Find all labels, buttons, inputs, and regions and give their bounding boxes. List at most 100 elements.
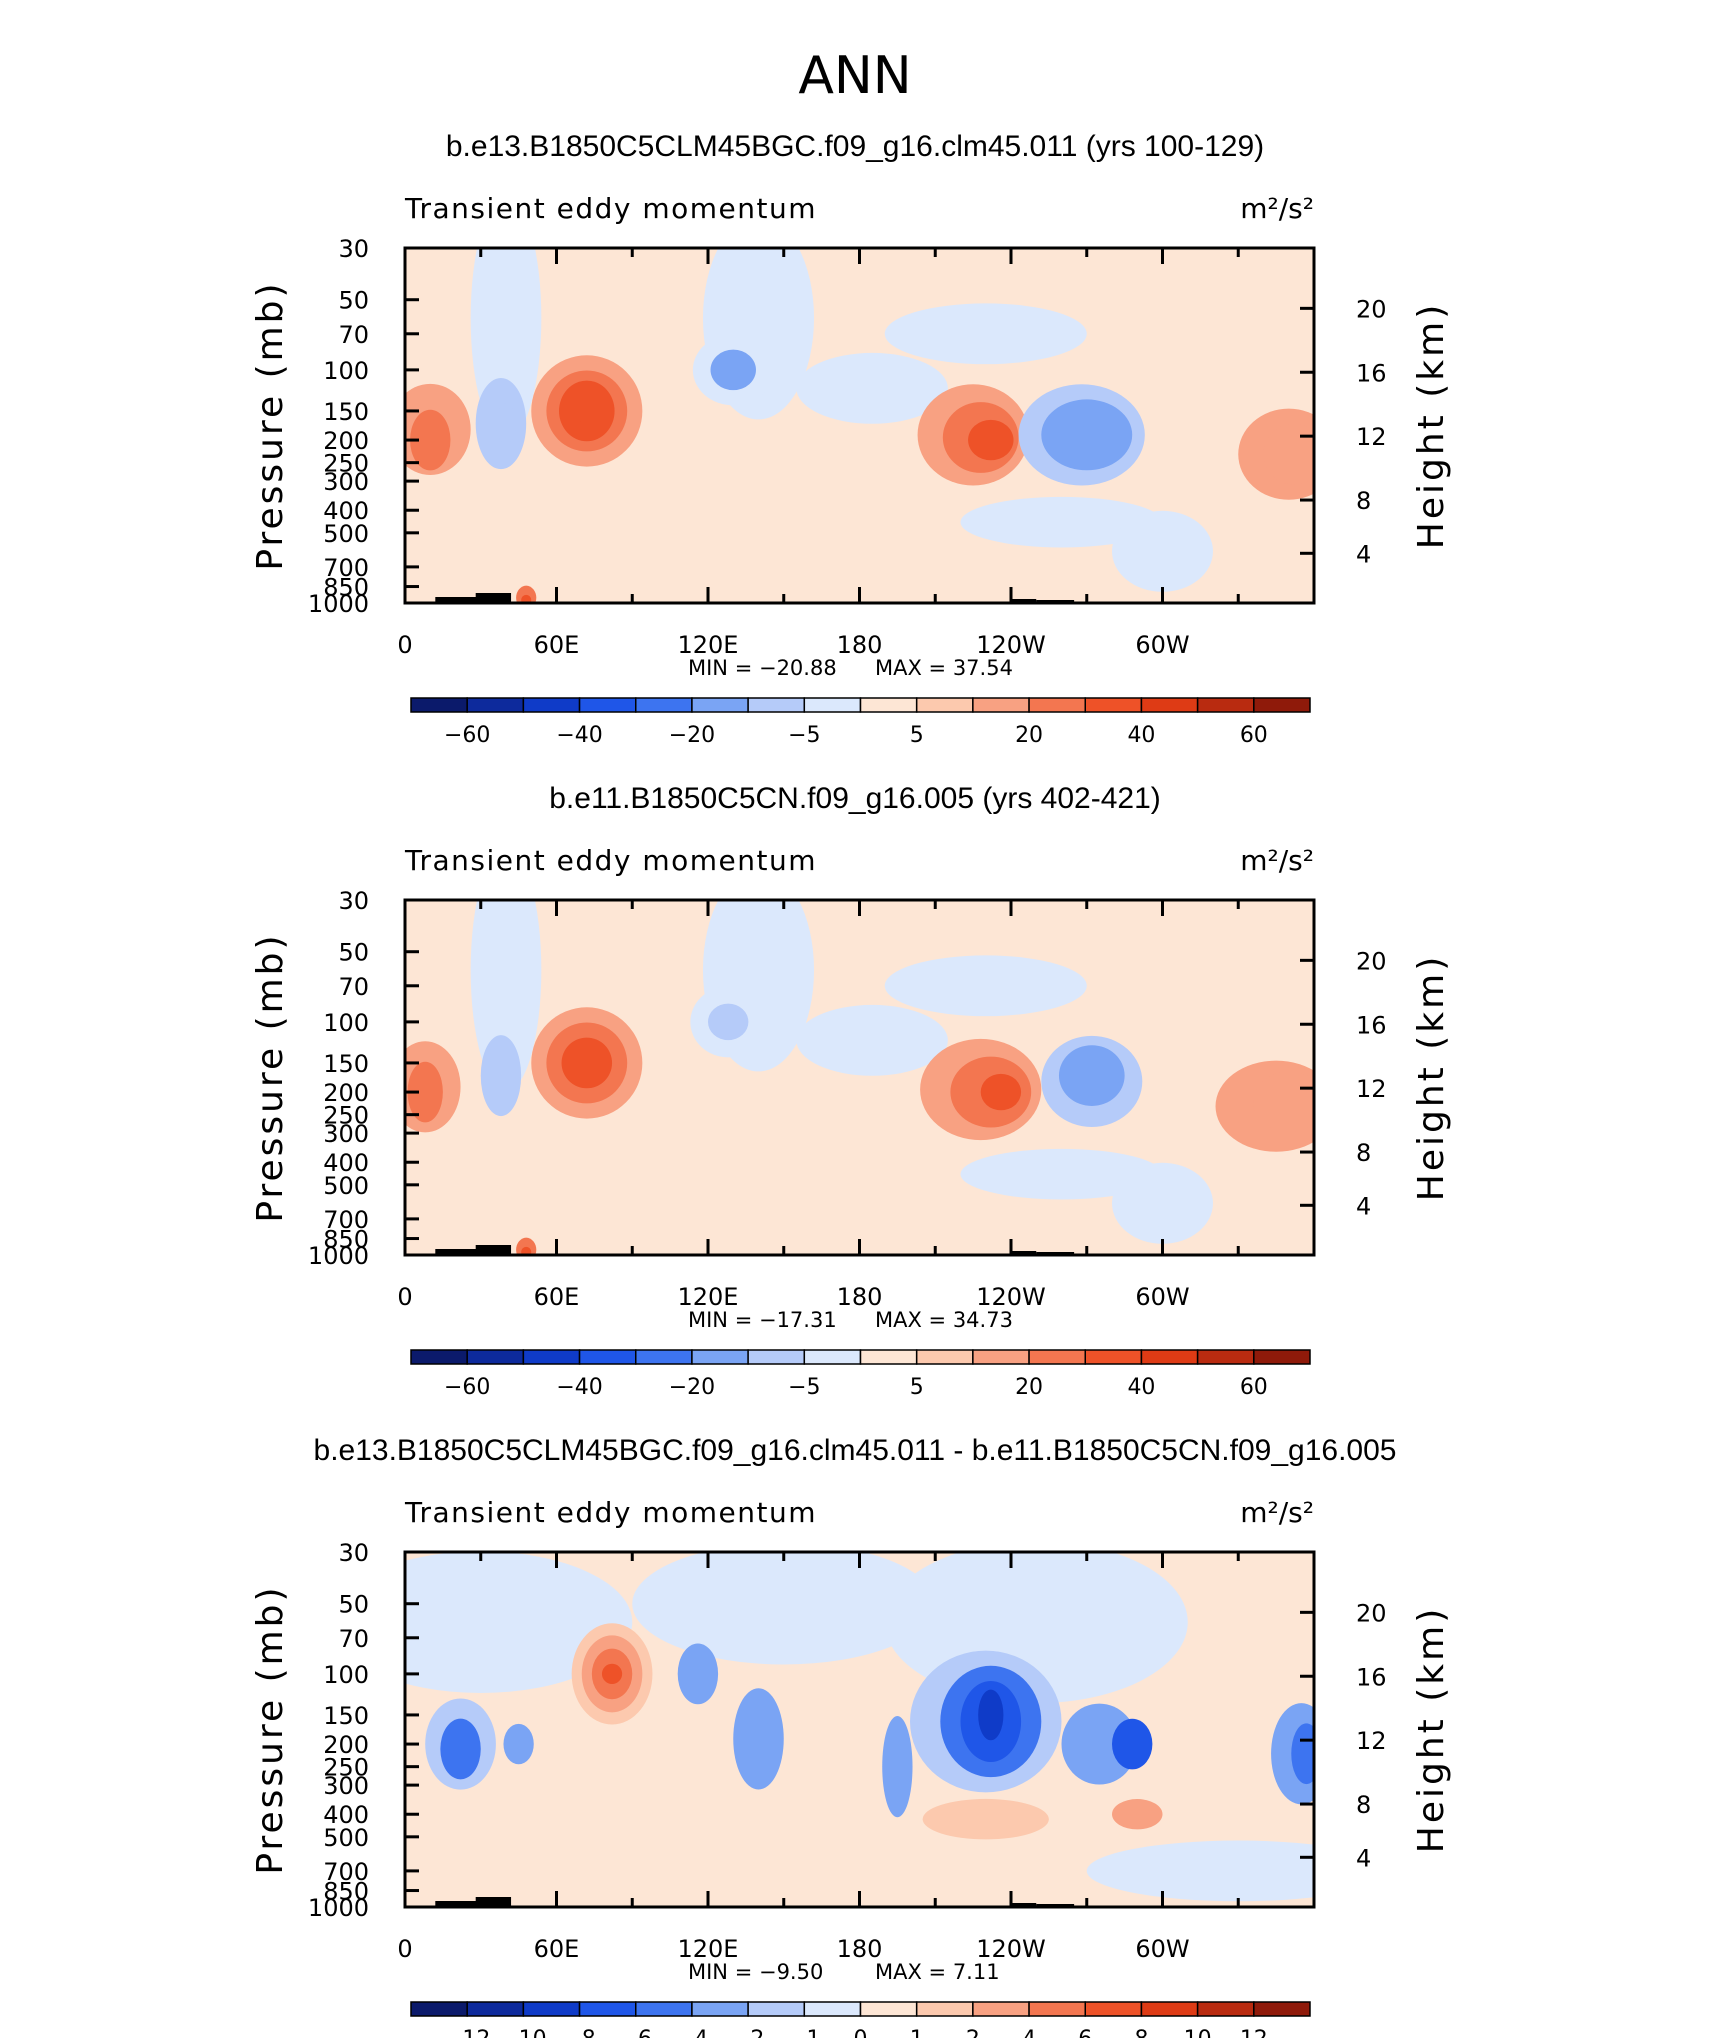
units-label: m²/s² <box>1240 1496 1314 1529</box>
colorbar-label: −20 <box>669 1375 715 1400</box>
x-tick-label: 60W <box>1135 1935 1189 1963</box>
colorbar-label: −5 <box>788 1375 820 1400</box>
y-tick-label: 300 <box>323 1120 369 1148</box>
y2-tick-label: 20 <box>1356 947 1387 975</box>
topography <box>475 1897 512 1907</box>
y-tick-label: 250 <box>323 1754 369 1782</box>
colorbar-cell <box>803 2001 862 2017</box>
colorbar-cell <box>410 1349 468 1365</box>
y-tick-label: 700 <box>323 554 369 582</box>
colorbar-cell <box>915 697 974 713</box>
x-tick-label: 180 <box>837 631 883 659</box>
x-tick-label: 60E <box>534 1935 580 1963</box>
y-tick-label: 200 <box>323 1079 369 1107</box>
min-label: MIN = −17.31 <box>688 1308 837 1332</box>
max-label: MAX = 37.54 <box>875 656 1013 680</box>
colorbar-cell <box>1140 697 1199 713</box>
topography <box>1011 599 1037 603</box>
x-tick-label: 120W <box>976 1935 1046 1963</box>
contour-blob <box>980 1073 1022 1111</box>
colorbar-label: −40 <box>556 723 602 748</box>
contour-blob <box>521 1246 532 1255</box>
colorbar-cell <box>691 697 749 713</box>
colorbar-cell <box>803 697 862 713</box>
colorbar-cell <box>1253 2001 1311 2017</box>
y2-tick-label: 12 <box>1356 1075 1387 1103</box>
colorbar-cell <box>691 2001 749 2017</box>
y2-tick-label: 12 <box>1356 1727 1387 1755</box>
y-tick-label: 500 <box>323 520 369 548</box>
y-tick-label: 150 <box>323 1702 369 1730</box>
contour-blob <box>677 1643 719 1705</box>
colorbar-cell <box>1140 1349 1199 1365</box>
colorbar-label: 8 <box>1134 2027 1148 2038</box>
y-tick-label: 30 <box>338 1539 369 1567</box>
colorbar-cell <box>466 697 525 713</box>
colorbar-label: 60 <box>1240 1375 1268 1400</box>
chart-panel-3: b.e13.B1850C5CLM45BGC.f09_g16.clm45.011 … <box>250 1434 1452 2038</box>
colorbar-cell <box>466 1349 525 1365</box>
colorbar-label: 20 <box>1015 1375 1043 1400</box>
topography <box>475 1245 512 1255</box>
colorbar-cell <box>747 2001 806 2017</box>
field-patch <box>632 1552 936 1665</box>
figure-title: ANN <box>798 46 911 106</box>
contour-blob <box>516 585 537 603</box>
colorbar-cell <box>859 1349 918 1365</box>
y2-axis-label: Height (km) <box>1411 302 1452 549</box>
contour-blob <box>601 1663 623 1685</box>
colorbar-label: 20 <box>1015 723 1043 748</box>
y-tick-label: 30 <box>338 887 369 915</box>
colorbar-cell <box>1196 697 1255 713</box>
colorbar-label: 2 <box>966 2027 980 2038</box>
y-tick-label: 100 <box>323 1009 369 1037</box>
y-tick-label: 50 <box>338 287 369 315</box>
x-tick-label: 120E <box>678 1935 739 1963</box>
x-tick-label: 120W <box>976 631 1046 659</box>
x-tick-label: 60E <box>534 1283 580 1311</box>
colorbar-cell <box>635 2001 693 2017</box>
topography <box>475 593 512 603</box>
colorbar-label: 0 <box>854 2027 868 2038</box>
y2-tick-label: 20 <box>1356 295 1387 323</box>
x-tick-label: 120E <box>678 631 739 659</box>
x-tick-label: 120W <box>976 1283 1046 1311</box>
colorbar-cell <box>1253 697 1311 713</box>
units-label: m²/s² <box>1240 844 1314 877</box>
y-axis-label: Pressure (mb) <box>250 1584 291 1874</box>
units-label: m²/s² <box>1240 192 1314 225</box>
colorbar-label: −40 <box>556 1375 602 1400</box>
x-tick-label: 60W <box>1135 631 1189 659</box>
field-patch <box>1112 1162 1213 1244</box>
colorbar-label: −4 <box>676 2027 708 2038</box>
colorbar-cell <box>747 1349 806 1365</box>
colorbar-label: 5 <box>910 723 924 748</box>
contour-blob <box>882 1716 913 1818</box>
colorbar-cell <box>1140 2001 1199 2017</box>
colorbar-label: −2 <box>732 2027 764 2038</box>
y-tick-label: 300 <box>323 468 369 496</box>
contour-blob <box>978 1689 1004 1741</box>
colorbar-cell <box>578 697 637 713</box>
x-tick-label: 0 <box>397 1935 412 1963</box>
contour-field <box>405 248 1314 603</box>
contour-blob <box>440 1718 481 1780</box>
colorbar-cell <box>1196 2001 1255 2017</box>
contour-blob <box>410 409 451 471</box>
colorbar-label: 4 <box>1022 2027 1036 2038</box>
colorbar-label: 10 <box>1184 2027 1212 2038</box>
colorbar-cell <box>522 1349 581 1365</box>
colorbar-label: 5 <box>910 1375 924 1400</box>
panel-title: b.e13.B1850C5CLM45BGC.f09_g16.clm45.011 … <box>446 130 1264 163</box>
x-tick-label: 180 <box>837 1935 883 1963</box>
y2-axis-label: Height (km) <box>1411 954 1452 1201</box>
y2-tick-label: 16 <box>1356 1011 1387 1039</box>
y2-tick-label: 4 <box>1356 1844 1371 1872</box>
colorbar-label: −8 <box>563 2027 595 2038</box>
y2-tick-label: 8 <box>1356 1791 1371 1819</box>
colorbar-cell <box>803 1349 862 1365</box>
colorbar-label: −10 <box>500 2027 546 2038</box>
y-tick-label: 150 <box>323 1050 369 1078</box>
colorbar-label: 60 <box>1240 723 1268 748</box>
